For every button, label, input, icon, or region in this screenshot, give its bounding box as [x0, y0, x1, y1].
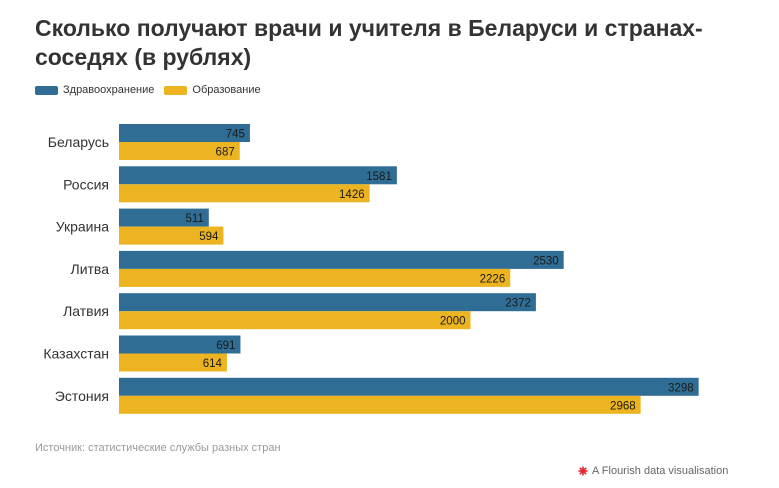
data-label: 2226: [480, 273, 506, 285]
legend-label-health: Здравоохранение: [63, 84, 155, 96]
category-label: Литва: [71, 261, 110, 277]
data-label: 3298: [668, 382, 694, 394]
data-label: 2530: [533, 255, 559, 267]
data-label: 594: [199, 231, 219, 243]
legend-swatch-education: [164, 85, 188, 95]
data-label: 2372: [505, 298, 531, 310]
category-label: Беларусь: [48, 134, 109, 150]
legend-item-health[interactable]: Здравоохранение: [35, 84, 154, 96]
chart-title: Сколько получают врачи и учителя в Белар…: [35, 15, 703, 70]
bar-education-cat-4[interactable]: [119, 311, 471, 330]
flourish-credit[interactable]: A Flourish data visualisation: [578, 465, 728, 477]
bar-education-cat-5[interactable]: [119, 353, 227, 372]
bar-health-cat-6[interactable]: [119, 377, 699, 396]
data-label: 614: [203, 358, 223, 370]
source-note: Источник: статистические службы разных с…: [35, 442, 281, 454]
category-label: Украина: [56, 219, 110, 235]
data-label: 2000: [440, 316, 466, 328]
data-label: 1581: [366, 171, 392, 183]
bar-education-cat-1[interactable]: [119, 184, 370, 203]
bar-health-cat-4[interactable]: [119, 293, 536, 312]
bar-health-cat-3[interactable]: [119, 250, 564, 269]
flourish-credit-label: A Flourish data visualisation: [592, 465, 729, 477]
category-label: Латвия: [63, 303, 109, 319]
bar-health-cat-1[interactable]: [119, 166, 397, 185]
bar-health-cat-5[interactable]: [119, 335, 241, 354]
data-label: 511: [185, 213, 203, 225]
legend-swatch-health: [35, 85, 58, 95]
data-label: 2968: [610, 400, 636, 412]
bar-education-cat-6[interactable]: [119, 395, 641, 414]
legend: Здравоохранение Образование: [35, 84, 271, 96]
bar-health-cat-2[interactable]: [119, 208, 209, 227]
category-label: Казахстан: [43, 346, 109, 362]
legend-item-education[interactable]: Образование: [164, 84, 261, 96]
data-label: 691: [216, 340, 235, 352]
legend-label-education: Образование: [192, 84, 261, 96]
data-label: 687: [216, 147, 235, 159]
bar-education-cat-3[interactable]: [119, 268, 511, 287]
flourish-logo-icon: [578, 466, 588, 476]
bar-health-cat-0[interactable]: [119, 124, 250, 142]
data-label: 745: [226, 129, 245, 141]
bar-education-cat-0[interactable]: [119, 142, 240, 160]
data-label: 1426: [339, 189, 365, 201]
category-label: Россия: [63, 176, 109, 192]
bar-education-cat-2[interactable]: [119, 226, 224, 245]
category-label: Эстония: [55, 388, 109, 404]
